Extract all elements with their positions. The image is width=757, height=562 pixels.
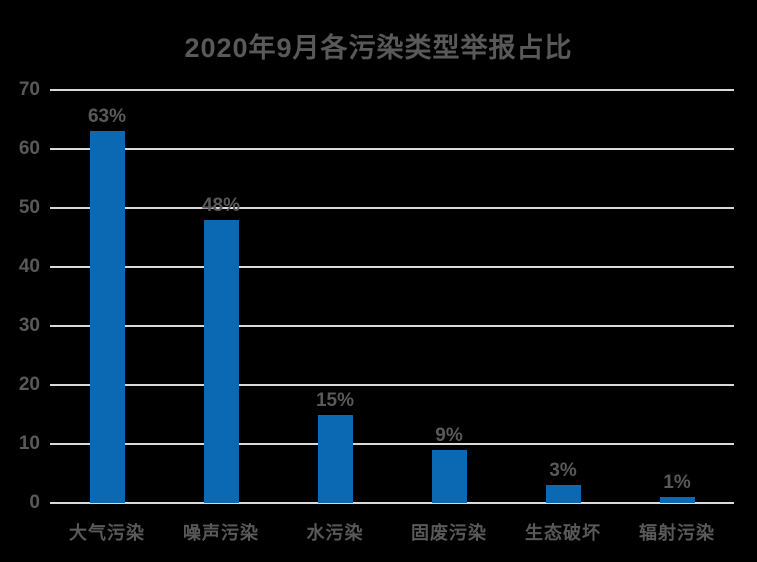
gridline xyxy=(50,207,734,209)
gridline xyxy=(50,89,734,91)
y-axis-tick-label: 50 xyxy=(18,197,40,218)
x-axis-category-label: 噪声污染 xyxy=(183,523,259,543)
bar-value-label: 15% xyxy=(315,389,355,411)
gridline xyxy=(50,266,734,268)
gridlines xyxy=(50,89,734,504)
bar xyxy=(89,131,125,503)
gridline xyxy=(50,384,734,386)
gridline xyxy=(50,502,734,504)
bar-value-label: 3% xyxy=(549,460,577,482)
y-axis-tick-label: 20 xyxy=(18,374,40,395)
y-axis-tick-label: 70 xyxy=(18,79,40,100)
x-axis-category-label: 辐射污染 xyxy=(639,523,715,543)
y-axis-tick-label: 60 xyxy=(18,138,40,159)
bar xyxy=(317,414,353,503)
plot-area: 63% 48% 15% 9% 3% 1% xyxy=(50,89,734,504)
bar-column: 1% xyxy=(620,90,734,503)
x-axis: 大气污染 噪声污染 水污染 固废污染 生态破坏 辐射污染 xyxy=(50,523,734,544)
x-axis-category-label: 大气污染 xyxy=(69,523,145,543)
y-axis-tick-label: 40 xyxy=(18,256,40,277)
y-axis-tick-label: 10 xyxy=(18,433,40,454)
x-axis-category-label: 固废污染 xyxy=(411,523,487,543)
y-axis-tick-label: 30 xyxy=(18,315,40,336)
bar xyxy=(659,497,695,503)
x-axis-category-label: 生态破坏 xyxy=(525,523,601,543)
bar-value-label: 9% xyxy=(435,424,463,446)
chart-title: 2020年9月各污染类型举报占比 xyxy=(184,33,573,63)
bar-value-label: 48% xyxy=(201,194,241,216)
bar-column: 9% xyxy=(392,90,506,503)
bar-column: 15% xyxy=(278,90,392,503)
y-axis-tick-label: 0 xyxy=(29,492,40,513)
bar-column: 63% xyxy=(50,90,164,503)
bar xyxy=(431,449,467,503)
bar xyxy=(203,219,239,503)
gridline xyxy=(50,443,734,445)
bar-value-label: 63% xyxy=(87,106,127,128)
bar-value-label: 1% xyxy=(663,472,691,494)
gridline xyxy=(50,325,734,327)
gridline xyxy=(50,148,734,150)
plot-columns: 63% 48% 15% 9% 3% 1% xyxy=(50,90,734,503)
bar-column: 48% xyxy=(164,90,278,503)
bar-column: 3% xyxy=(506,90,620,503)
bar xyxy=(545,485,581,503)
x-axis-category-label: 水污染 xyxy=(306,523,364,543)
